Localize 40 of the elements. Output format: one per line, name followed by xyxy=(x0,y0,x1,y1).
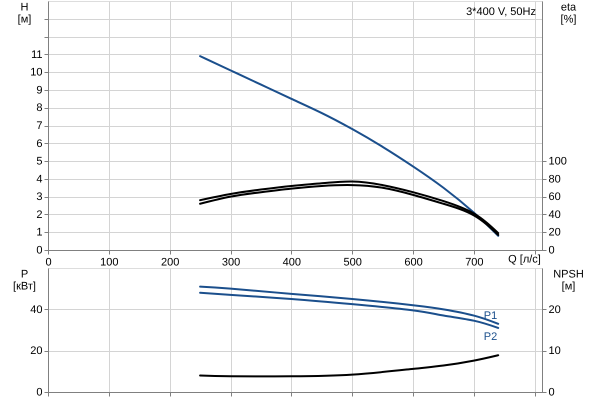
y-tick-label: 10 xyxy=(30,66,42,79)
y2-axis-title: eta [%] xyxy=(560,2,578,26)
chart-title: 3*400 V, 50Hz xyxy=(466,6,536,18)
y-tick-label: 1 xyxy=(36,226,42,239)
y-tick-label: 2 xyxy=(36,208,42,221)
y-tick-label: 5 xyxy=(36,156,42,168)
x-tick-label: 500 xyxy=(344,256,362,268)
y-tick-label: 9 xyxy=(36,84,42,96)
y-tick-label: 11 xyxy=(31,48,42,61)
x-tick-label: 0 xyxy=(45,256,52,268)
y2-tick-label: 40 xyxy=(548,208,561,221)
x-tick-label: 200 xyxy=(160,256,180,268)
y-axis-title: H [м] xyxy=(18,2,32,26)
x-tick-label: 700 xyxy=(465,256,484,268)
series-label: P2 xyxy=(484,330,498,343)
y2-tick-label: 20 xyxy=(548,304,561,316)
x-tick-label: 300 xyxy=(222,256,240,268)
y2-tick-label: 60 xyxy=(548,191,561,204)
y-tick-label: 20 xyxy=(30,345,42,358)
x-axis-title: Q [л/с] xyxy=(508,254,541,266)
x-tick-label: 400 xyxy=(282,256,302,268)
y-tick-label: 3 xyxy=(36,191,42,204)
y-tick-label: 6 xyxy=(36,138,42,150)
y-tick-label: 0 xyxy=(36,244,42,256)
y-tick-label: 4 xyxy=(36,173,42,186)
y2-tick-label: 0 xyxy=(548,244,555,256)
y2-tick-label: 100 xyxy=(548,156,567,168)
series-label: P1 xyxy=(484,310,498,322)
y2-axis-title: NPSH [м] xyxy=(553,268,584,292)
x-tick-label: 100 xyxy=(100,256,119,268)
y-tick-label: 8 xyxy=(36,102,42,114)
y2-tick-label: 0 xyxy=(548,386,555,398)
y-tick-label: 0 xyxy=(36,386,42,398)
y-tick-label: 40 xyxy=(30,304,42,316)
y2-tick-label: 20 xyxy=(548,226,561,239)
y2-tick-label: 10 xyxy=(548,345,561,358)
y-tick-label: 7 xyxy=(36,120,42,132)
y2-tick-label: 80 xyxy=(548,173,561,186)
x-tick-label: 600 xyxy=(404,256,423,268)
y-axis-title: P [кВт] xyxy=(13,268,36,292)
